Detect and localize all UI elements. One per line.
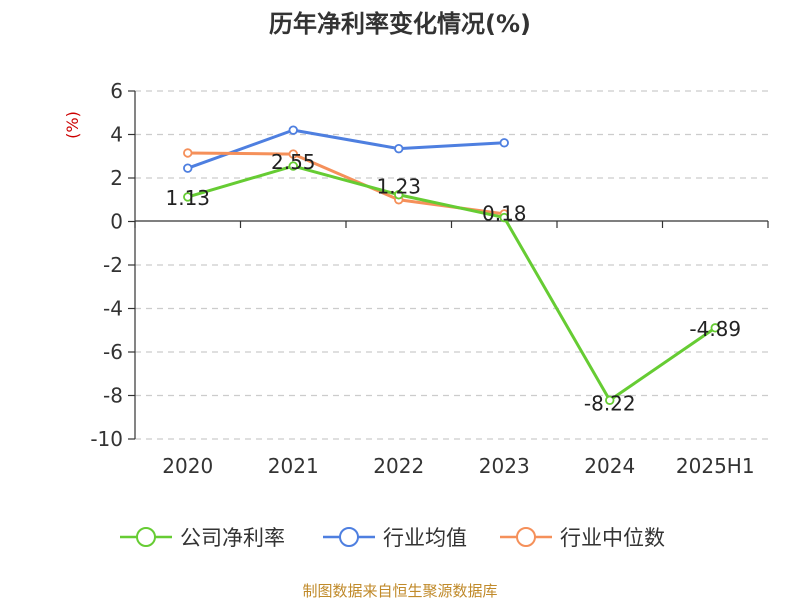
y-tick-label: -8 [103,384,123,408]
data-point[interactable] [288,149,298,159]
legend-marker-icon [136,527,156,547]
data-label: 0.18 [482,202,527,226]
legend-label: 行业均值 [383,526,467,550]
y-tick-label: 2 [110,166,123,190]
data-label: 1.23 [376,175,421,199]
y-tick-label: -4 [103,297,123,321]
data-label: -8.22 [584,391,636,415]
x-tick-label: 2024 [584,454,635,478]
series-0 [183,161,720,405]
data-point[interactable] [183,163,193,173]
x-tick-label: 2022 [373,454,424,478]
x-tick-label: 2023 [479,454,530,478]
series-1 [183,125,509,173]
data-point[interactable] [710,323,720,333]
legend-item-1[interactable]: 行业均值 [323,526,467,550]
series-line [187,128,505,170]
series-line [187,164,717,402]
data-point[interactable] [183,148,193,158]
data-label: 2.55 [271,150,316,174]
y-tick-label: -10 [90,427,123,451]
y-axis-unit-label: (%) [63,111,82,139]
legend[interactable]: 公司净利率 行业均值 行业中位数 [120,526,665,550]
legend-label: 公司净利率 [180,526,285,550]
legend-label: 行业中位数 [560,526,665,550]
data-point[interactable] [288,161,298,171]
data-point[interactable] [288,125,298,135]
x-tick-label: 2025H1 [676,454,755,478]
data-point[interactable] [499,212,509,223]
data-label: 1.13 [165,186,210,210]
data-point[interactable] [183,192,193,202]
y-tick-label: -2 [103,253,123,277]
legend-marker-icon [339,527,359,547]
legend-item-0[interactable]: 公司净利率 [120,526,285,550]
y-tick-label: 4 [110,123,123,147]
data-point[interactable] [394,190,404,200]
data-labels: 1.13 2.55 1.23 0.18 -8.22 -4.89 [165,150,741,415]
legend-item-2[interactable]: 行业中位数 [500,526,665,550]
legend-marker-icon [516,527,536,547]
y-tick-label: -6 [103,340,123,364]
series-lines [183,125,720,405]
x-tick-label: 2021 [268,454,319,478]
grid-lines [135,90,768,440]
data-label: -4.89 [689,317,741,341]
data-point[interactable] [605,395,615,405]
y-tick-label: 6 [110,79,123,103]
data-point[interactable] [394,143,404,154]
chart-title: 历年净利率变化情况(%) [269,10,531,38]
source-note: 制图数据来自恒生聚源数据库 [302,582,497,600]
x-tick-label: 2020 [162,454,213,478]
data-point[interactable] [499,138,509,148]
axes: 6 4 2 0 -2 -4 -6 -8 -10 2020 2021 2022 2023 2024 2025H… [90,79,769,478]
y-tick-label: 0 [110,210,123,234]
